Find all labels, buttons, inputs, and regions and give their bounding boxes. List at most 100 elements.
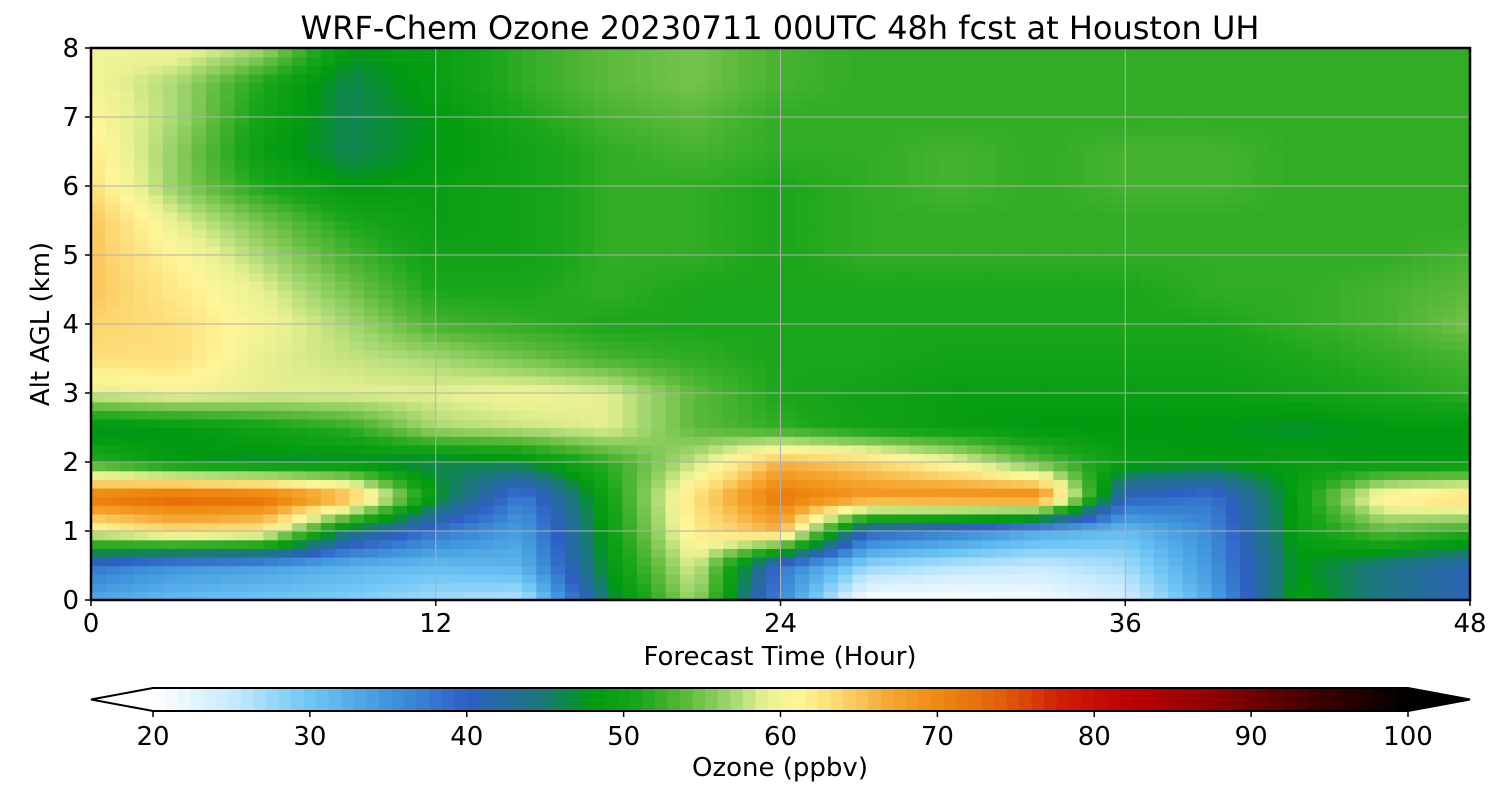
heatmap-cell (435, 487, 451, 498)
heatmap-cell (1139, 211, 1155, 222)
heatmap-cell (636, 539, 652, 549)
heatmap-cell (363, 263, 379, 273)
heatmap-cell (1067, 306, 1083, 317)
heatmap-cell (521, 229, 537, 239)
heatmap-cell (679, 393, 696, 403)
heatmap-cell (148, 556, 164, 567)
heatmap-cell (1024, 168, 1040, 179)
heatmap-cell (593, 341, 609, 351)
heatmap-cell (823, 306, 839, 317)
heatmap-cell (1426, 393, 1442, 403)
heatmap-cell (1455, 306, 1470, 317)
heatmap-cell (766, 574, 782, 584)
heatmap-cell (205, 211, 221, 222)
heatmap-cell (1441, 358, 1457, 368)
heatmap-cell (1153, 522, 1170, 532)
heatmap-cell (636, 280, 652, 291)
heatmap-cell (1168, 280, 1184, 291)
heatmap-cell (651, 565, 667, 575)
heatmap-cell (708, 591, 724, 600)
heatmap-cell (550, 375, 566, 386)
heatmap-cell (1039, 444, 1055, 455)
heatmap-cell (1369, 229, 1385, 239)
heatmap-cell (1311, 487, 1328, 498)
heatmap-cell (852, 427, 868, 437)
heatmap-cell (392, 237, 408, 248)
heatmap-cell (263, 496, 279, 506)
heatmap-cell (924, 401, 940, 411)
heatmap-cell (909, 246, 925, 256)
heatmap-cell (263, 513, 279, 524)
heatmap-cell (837, 418, 854, 429)
heatmap-cell (435, 341, 451, 351)
heatmap-cell (507, 349, 523, 360)
heatmap-cell (1039, 306, 1055, 317)
heatmap-cell (967, 582, 983, 593)
heatmap-cell (450, 513, 466, 524)
heatmap-cell (234, 548, 250, 558)
heatmap-cell (967, 341, 983, 351)
heatmap-cell (234, 341, 250, 351)
heatmap-cell (507, 341, 523, 351)
heatmap-cell (823, 582, 839, 593)
heatmap-cell (105, 539, 121, 549)
heatmap-cell (1110, 160, 1126, 170)
heatmap-cell (119, 453, 135, 463)
heatmap-cell (737, 237, 753, 248)
heatmap-cell (91, 375, 107, 386)
heatmap-cell (1182, 565, 1198, 575)
heatmap-cell (679, 272, 696, 282)
heatmap-cell (651, 229, 667, 239)
heatmap-cell (608, 349, 624, 360)
heatmap-cell (1182, 556, 1198, 567)
heatmap-cell (119, 436, 135, 446)
heatmap-cell (550, 229, 566, 239)
heatmap-cell (952, 229, 968, 239)
heatmap-cell (349, 324, 365, 334)
heatmap-cell (895, 324, 911, 334)
heatmap-cell (162, 505, 178, 515)
heatmap-cell (378, 591, 394, 600)
heatmap-cell (1441, 453, 1457, 463)
heatmap-cell (1024, 298, 1040, 308)
heatmap-cell (1225, 565, 1241, 575)
heatmap-cell (1197, 410, 1213, 420)
heatmap-cell (636, 272, 652, 282)
heatmap-cell (306, 151, 322, 161)
heatmap-cell (478, 203, 494, 213)
heatmap-cell (1096, 487, 1112, 498)
heatmap-cell (536, 298, 552, 308)
heatmap-cell (895, 332, 911, 342)
heatmap-cell (493, 280, 509, 291)
heatmap-cell (1340, 186, 1356, 196)
heatmap-cell (407, 194, 423, 204)
heatmap-cell (119, 255, 135, 265)
heatmap-cell (277, 522, 293, 532)
heatmap-cell (1340, 358, 1356, 368)
heatmap-cell (277, 479, 293, 489)
heatmap-cell (91, 531, 107, 541)
heatmap-cell (493, 522, 509, 532)
heatmap-cell (723, 436, 739, 446)
heatmap-cell (1283, 539, 1299, 549)
heatmap-cell (1283, 496, 1299, 506)
heatmap-cell (1168, 470, 1184, 480)
heatmap-cell (105, 263, 121, 273)
heatmap-cell (1139, 306, 1155, 317)
heatmap-cell (148, 177, 164, 187)
heatmap-cell (751, 513, 767, 524)
heatmap-cell (1355, 298, 1371, 308)
heatmap-cell (636, 565, 652, 575)
heatmap-cell (277, 306, 293, 317)
heatmap-cell (464, 306, 480, 317)
heatmap-cell (1139, 539, 1155, 549)
heatmap-cell (1441, 582, 1457, 593)
heatmap-cell (435, 393, 451, 403)
heatmap-cell (177, 470, 193, 480)
heatmap-cell (1268, 574, 1284, 584)
heatmap-cell (1254, 487, 1270, 498)
heatmap-cell (1010, 349, 1026, 360)
heatmap-cell (995, 358, 1012, 368)
heatmap-cell (1455, 367, 1470, 377)
heatmap-cell (464, 470, 480, 480)
